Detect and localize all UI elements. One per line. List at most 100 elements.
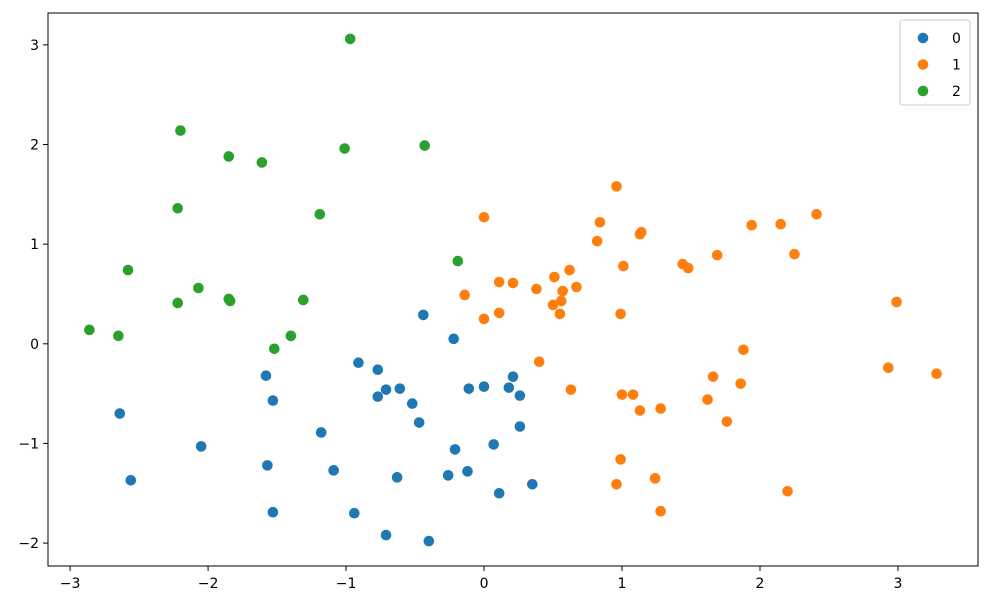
legend-marker-1 bbox=[917, 59, 929, 70]
point-series-0-4 bbox=[267, 395, 279, 406]
point-series-0-26 bbox=[478, 381, 490, 392]
point-series-0-6 bbox=[267, 506, 279, 518]
point-series-0-19 bbox=[418, 309, 429, 321]
point-series-0-17 bbox=[406, 398, 418, 409]
point-series-0-10 bbox=[353, 357, 364, 369]
point-series-2-18 bbox=[452, 255, 464, 267]
point-series-1-23 bbox=[618, 260, 629, 272]
point-series-1-7 bbox=[533, 356, 545, 368]
point-series-1-20 bbox=[615, 454, 626, 465]
point-series-1-18 bbox=[611, 181, 622, 192]
point-series-2-5 bbox=[175, 125, 186, 136]
point-series-1-44 bbox=[883, 362, 894, 374]
point-series-2-7 bbox=[223, 151, 235, 162]
point-series-1-5 bbox=[507, 277, 519, 289]
point-series-0-18 bbox=[413, 417, 425, 428]
point-series-1-2 bbox=[459, 289, 471, 301]
point-series-1-32 bbox=[682, 262, 694, 274]
y-axis: −2 −1 0 1 2 3 bbox=[18, 38, 48, 552]
point-series-1-30 bbox=[655, 505, 666, 517]
point-series-2-3 bbox=[172, 202, 184, 214]
point-series-0-7 bbox=[315, 427, 327, 438]
point-series-0-13 bbox=[380, 384, 392, 395]
point-series-0-29 bbox=[503, 382, 515, 393]
x-tick-label-6: 3 bbox=[894, 576, 903, 592]
y-tick-label-4: 2 bbox=[30, 138, 39, 154]
point-series-1-1 bbox=[478, 313, 490, 325]
x-tick-label-4: 1 bbox=[618, 576, 627, 592]
point-series-1-39 bbox=[746, 219, 758, 231]
point-series-2-13 bbox=[297, 294, 309, 306]
point-series-1-35 bbox=[711, 249, 723, 261]
legend-box bbox=[899, 19, 971, 106]
point-series-0-31 bbox=[514, 390, 526, 401]
point-series-0-1 bbox=[125, 475, 137, 486]
point-series-1-12 bbox=[557, 285, 568, 297]
point-series-1-22 bbox=[616, 389, 628, 400]
point-series-1-10 bbox=[554, 308, 566, 320]
point-series-1-4 bbox=[493, 307, 505, 319]
point-series-1-13 bbox=[564, 264, 575, 276]
x-axis: −3 −2 −1 0 1 2 3 bbox=[60, 566, 903, 592]
point-series-1-38 bbox=[738, 344, 749, 356]
point-series-1-16 bbox=[591, 235, 603, 247]
point-series-2-1 bbox=[113, 330, 124, 342]
point-series-0-33 bbox=[527, 478, 538, 490]
y-tick-label-2: 0 bbox=[30, 337, 39, 353]
point-series-1-0 bbox=[478, 211, 490, 223]
point-series-1-3 bbox=[493, 276, 505, 288]
x-tick-label-5: 2 bbox=[756, 576, 765, 592]
legend-label-1: 1 bbox=[952, 58, 961, 74]
x-tick-label-3: 0 bbox=[480, 576, 489, 592]
point-series-1-40 bbox=[775, 218, 786, 230]
point-series-0-28 bbox=[493, 487, 505, 499]
point-series-1-19 bbox=[611, 478, 622, 490]
point-series-1-14 bbox=[565, 384, 577, 395]
point-series-1-41 bbox=[782, 485, 793, 497]
point-series-2-10 bbox=[256, 157, 268, 168]
point-series-1-42 bbox=[789, 248, 800, 260]
y-tick-label-1: −1 bbox=[18, 436, 39, 452]
point-series-1-15 bbox=[571, 281, 582, 293]
point-series-0-14 bbox=[380, 529, 392, 541]
y-tick-label-5: 3 bbox=[30, 38, 39, 54]
point-series-0-24 bbox=[462, 466, 473, 477]
point-series-1-11 bbox=[555, 295, 567, 307]
axes-frame bbox=[47, 12, 979, 567]
point-series-0-12 bbox=[372, 391, 384, 402]
point-series-0-30 bbox=[507, 371, 519, 382]
point-series-1-36 bbox=[721, 416, 733, 427]
x-tick-label-2: −1 bbox=[336, 576, 357, 592]
point-series-1-34 bbox=[707, 371, 719, 382]
legend-marker-0 bbox=[917, 32, 929, 44]
point-series-1-17 bbox=[594, 216, 606, 228]
point-series-2-12 bbox=[285, 330, 297, 342]
point-series-0-2 bbox=[195, 441, 207, 452]
point-series-0-11 bbox=[372, 364, 384, 376]
point-series-0-21 bbox=[442, 470, 454, 481]
point-series-1-37 bbox=[735, 378, 746, 389]
point-series-1-21 bbox=[615, 308, 626, 320]
point-series-0-5 bbox=[262, 460, 273, 471]
point-series-0-32 bbox=[514, 421, 526, 432]
point-series-2-15 bbox=[339, 143, 350, 154]
point-series-0-25 bbox=[463, 383, 475, 394]
x-tick-label-1: −2 bbox=[198, 576, 219, 592]
point-series-1-6 bbox=[531, 283, 542, 295]
point-series-2-17 bbox=[419, 140, 430, 151]
point-series-1-45 bbox=[891, 296, 902, 308]
point-series-0-9 bbox=[349, 507, 360, 519]
point-series-2-11 bbox=[268, 343, 280, 355]
point-series-1-29 bbox=[655, 403, 666, 414]
point-series-0-15 bbox=[394, 383, 406, 394]
point-series-2-14 bbox=[314, 208, 326, 220]
point-series-1-28 bbox=[649, 473, 661, 484]
point-series-0-8 bbox=[328, 465, 339, 476]
point-series-0-23 bbox=[449, 444, 461, 455]
point-series-2-4 bbox=[172, 297, 184, 309]
legend-label-0: 0 bbox=[952, 31, 961, 47]
point-series-1-26 bbox=[634, 405, 646, 416]
point-series-1-33 bbox=[702, 394, 713, 405]
point-series-1-46 bbox=[931, 368, 942, 379]
